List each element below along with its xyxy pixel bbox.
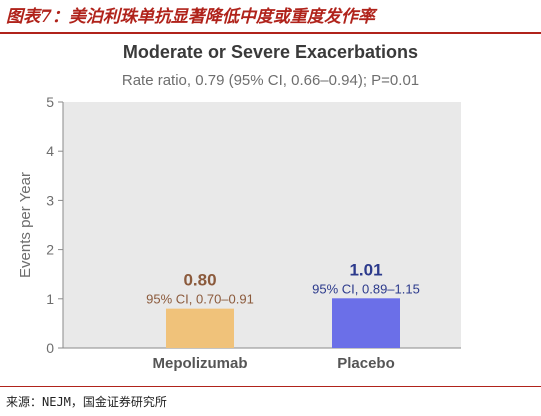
- chart-subtitle: Rate ratio, 0.79 (95% CI, 0.66–0.94); P=…: [121, 72, 420, 89]
- y-tick-label: 1: [46, 291, 54, 307]
- x-tick-label: Mepolizumab: [152, 355, 247, 372]
- caption-rule-bottom: [0, 386, 541, 387]
- bar: [332, 298, 400, 348]
- y-tick-label: 0: [46, 340, 54, 356]
- caption-rule-top: [0, 32, 541, 34]
- caption-title: 图表7：美泊利珠单抗显著降低中度或重度发作率: [6, 7, 375, 27]
- data-label: 0.80: [183, 271, 216, 290]
- ci-label: 95% CI, 0.70–0.91: [146, 292, 254, 307]
- y-axis-label: Events per Year: [17, 172, 34, 278]
- source-note: 来源：NEJM，国金证券研究所: [6, 395, 167, 409]
- y-tick-label: 2: [46, 242, 54, 258]
- x-tick-label: Placebo: [337, 355, 395, 372]
- y-tick-label: 5: [46, 94, 54, 110]
- ci-label: 95% CI, 0.89–1.15: [312, 281, 420, 296]
- y-tick-label: 3: [46, 192, 54, 208]
- bar-chart: 0 1 2 3 4 5 Events per Year 0.80 95% CI, 0.70–0.…: [17, 94, 461, 372]
- chart-title: Moderate or Severe Exacerbations: [122, 42, 419, 62]
- bar: [166, 308, 234, 348]
- plot-area: [63, 102, 461, 348]
- y-tick-label: 4: [46, 143, 54, 159]
- data-label: 1.01: [349, 260, 382, 279]
